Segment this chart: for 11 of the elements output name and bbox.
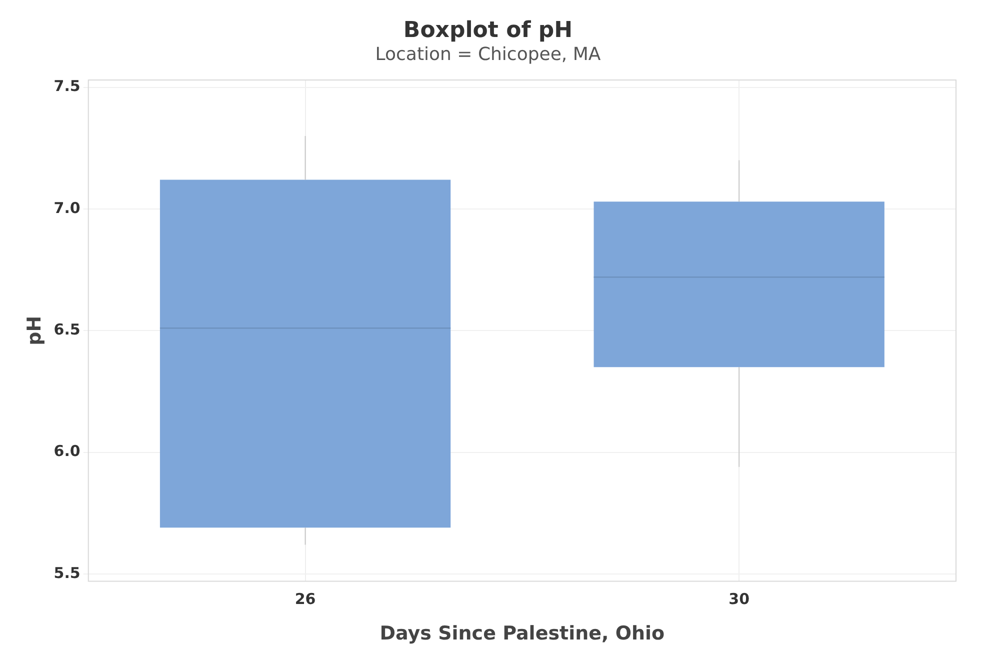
x-axis-title: Days Since Palestine, Ohio xyxy=(380,622,665,645)
chart-title: Boxplot of pH xyxy=(403,18,573,43)
y-tick-label: 6.5 xyxy=(54,320,80,338)
x-tick-label: 30 xyxy=(728,590,750,608)
y-tick-label: 7.5 xyxy=(54,77,80,96)
chart-subtitle: Location = Chicopee, MA xyxy=(375,44,602,65)
y-axis-title: pH xyxy=(23,316,46,346)
y-tick-label: 6.0 xyxy=(54,442,80,460)
y-tick-label: 7.0 xyxy=(54,198,80,217)
x-tick-label: 26 xyxy=(294,590,316,608)
y-tick-label: 5.5 xyxy=(54,564,80,582)
